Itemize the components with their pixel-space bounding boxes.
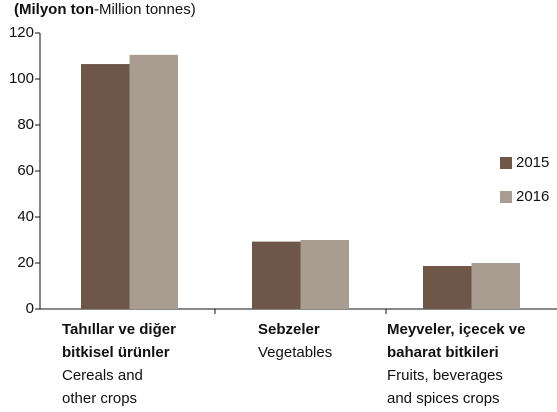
y-tick-label: 60 (17, 162, 34, 179)
y-tick-label: 80 (17, 116, 34, 133)
x-tick-label-bold: baharat bitkileri (387, 344, 499, 361)
bar (81, 64, 130, 309)
legend-label: 2016 (516, 188, 549, 205)
y-tick-label: 20 (17, 254, 34, 271)
x-tick-label: Cereals and (62, 367, 143, 384)
legend-swatch (500, 157, 512, 169)
x-tick-label-bold: Tahıllar ve diğer (62, 321, 176, 338)
x-tick-label-bold: bitkisel ürünler (62, 344, 170, 361)
bar (129, 54, 178, 309)
bar (423, 265, 472, 309)
x-tick-label-bold: Meyveler, içecek ve (387, 321, 525, 338)
y-tick-label: 120 (9, 24, 34, 41)
x-tick-label: and spices crops (387, 390, 500, 407)
y-tick-label: 40 (17, 208, 34, 225)
legend-label: 2015 (516, 154, 549, 171)
x-tick-label: Fruits, beverages (387, 367, 503, 384)
y-tick-label: 0 (26, 300, 34, 317)
bar (300, 240, 349, 309)
y-axis-label: (Milyon ton-Million tonnes) (14, 1, 196, 18)
x-tick-label: Vegetables (258, 344, 332, 361)
bar (471, 263, 520, 309)
x-tick-label: other crops (62, 390, 137, 407)
y-tick-label: 100 (9, 70, 34, 87)
bar (252, 241, 301, 309)
y-label-bold: (Milyon ton (14, 1, 94, 18)
legend-swatch (500, 191, 512, 203)
y-label-rest: -Million tonnes) (94, 1, 196, 18)
x-tick-label-bold: Sebzeler (258, 321, 320, 338)
